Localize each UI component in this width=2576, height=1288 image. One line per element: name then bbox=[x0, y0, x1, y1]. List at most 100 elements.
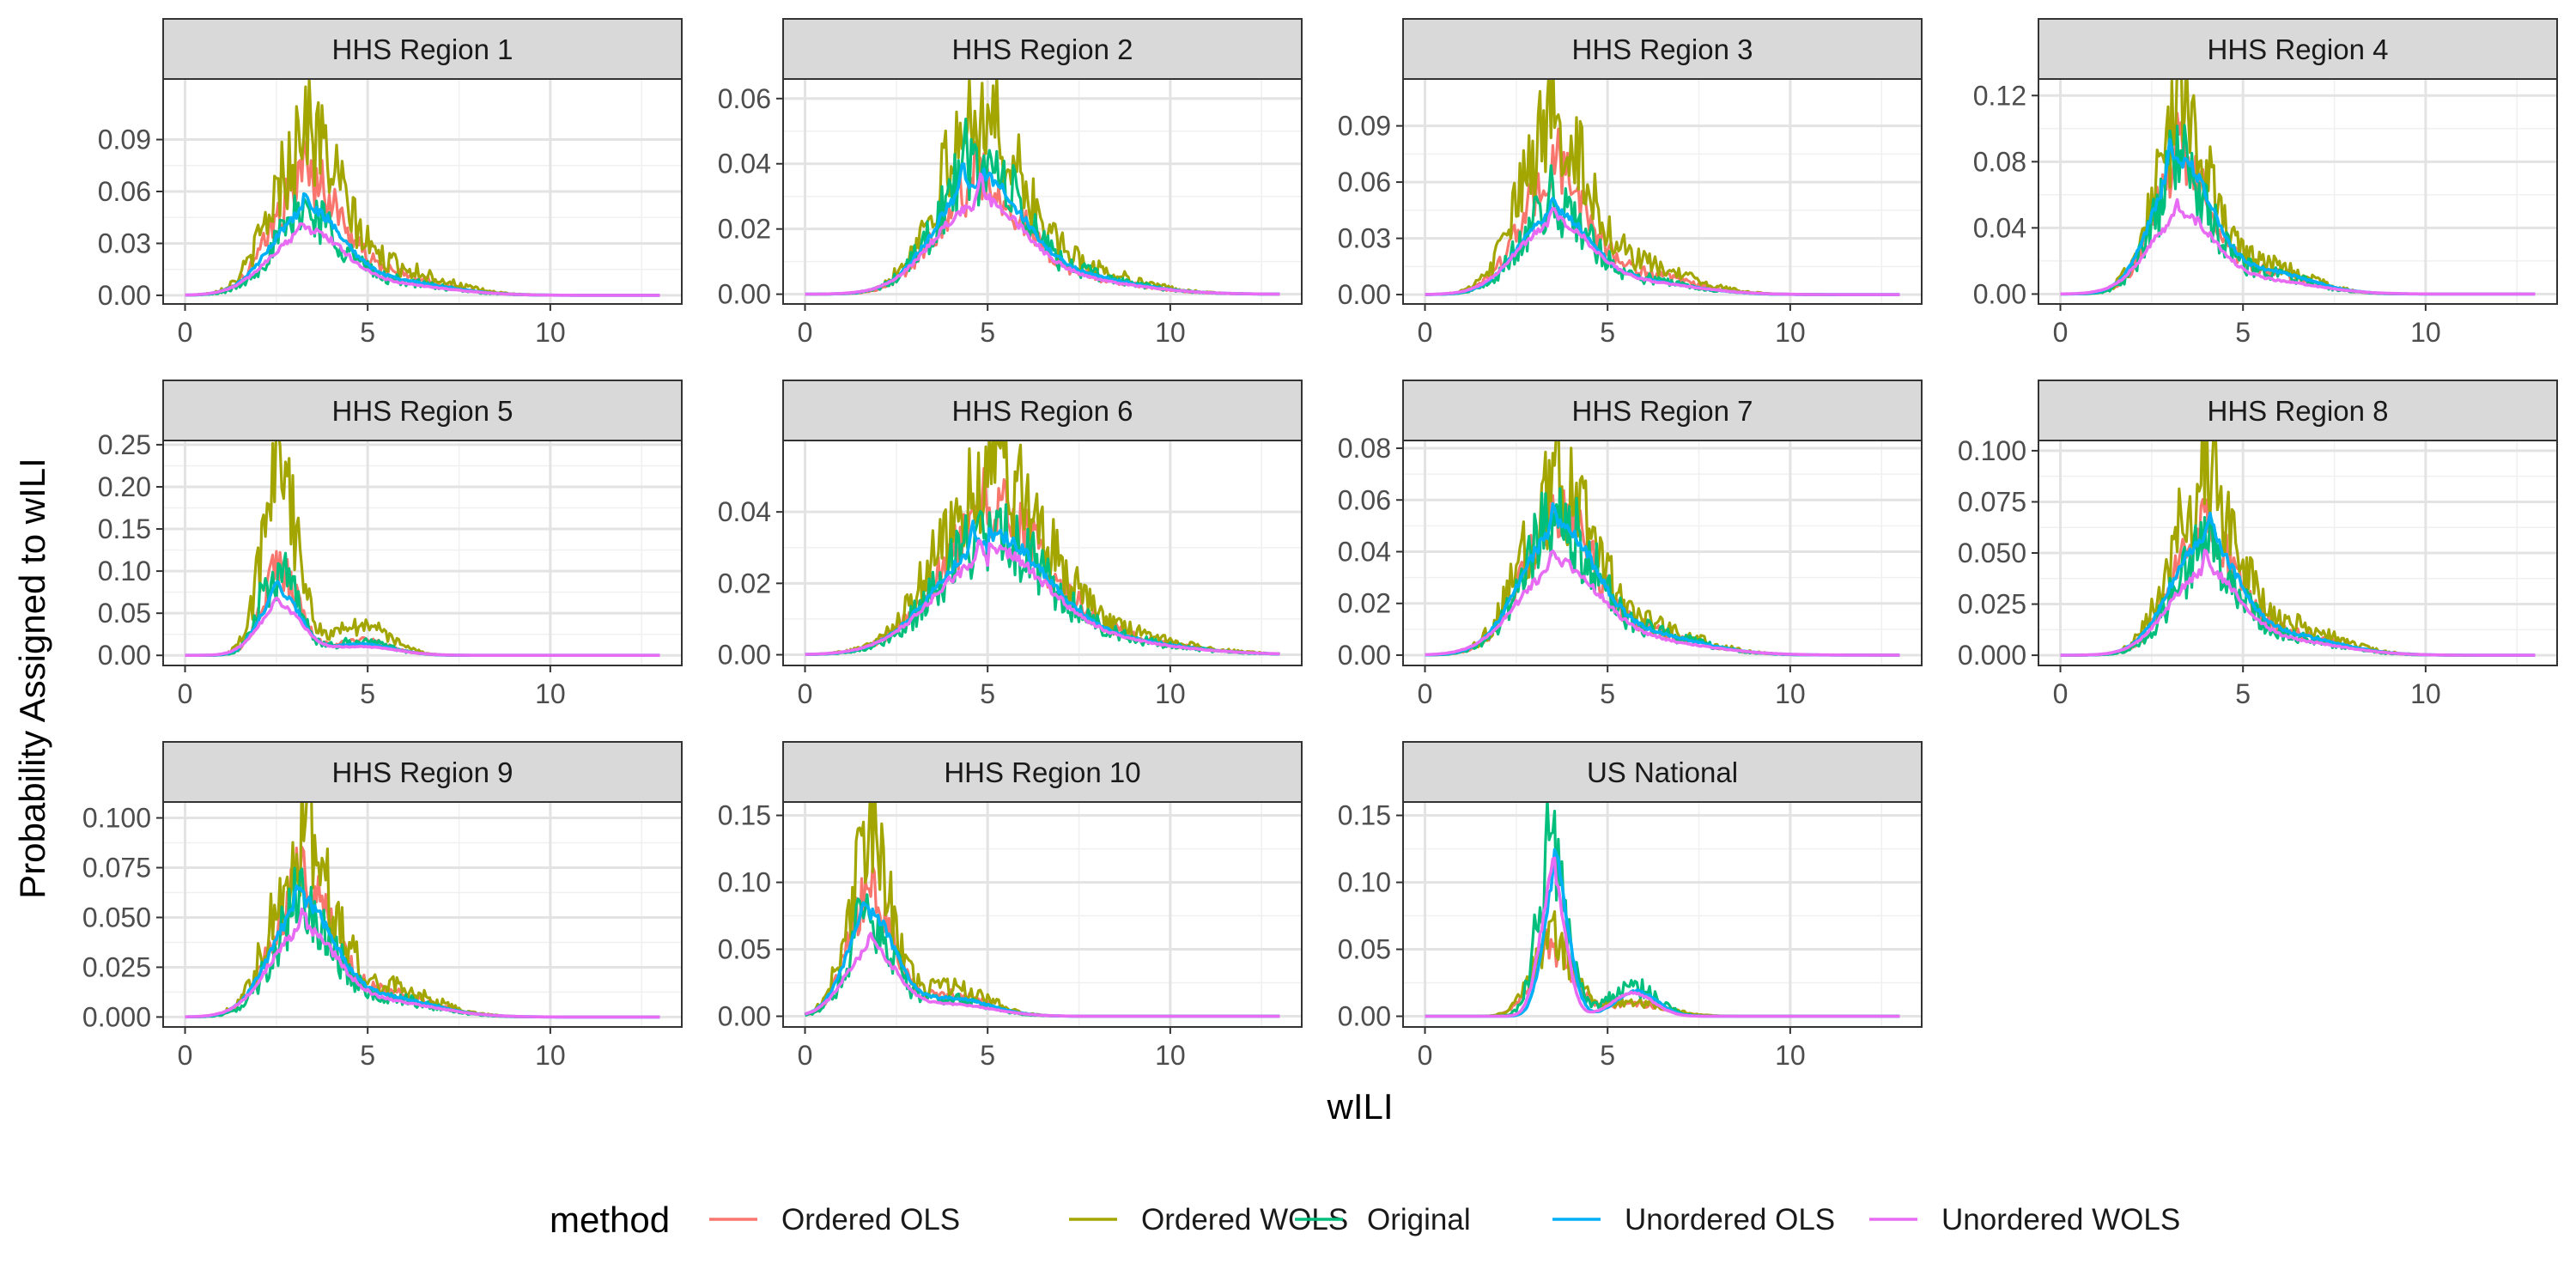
x-tick-label: 0 bbox=[798, 678, 813, 709]
x-tick-label: 5 bbox=[2235, 317, 2251, 348]
y-tick-label: 0.25 bbox=[98, 429, 151, 460]
series-lines bbox=[2060, 79, 2536, 296]
x-tick-label: 10 bbox=[1775, 1040, 1806, 1071]
facet-strip-title: HHS Region 1 bbox=[332, 33, 513, 65]
facet-strip-title: HHS Region 8 bbox=[2208, 395, 2389, 427]
y-tick-label: 0.05 bbox=[718, 934, 771, 965]
y-tick-label: 0.00 bbox=[718, 279, 771, 310]
x-tick-label: 10 bbox=[2410, 678, 2441, 709]
y-tick-label: 0.02 bbox=[718, 214, 771, 245]
x-tick-label: 0 bbox=[798, 317, 813, 348]
legend-item-unordered-wols: Unordered WOLS bbox=[1869, 1203, 2180, 1236]
panel-background bbox=[1403, 802, 1922, 1027]
panel-border bbox=[782, 440, 1303, 666]
facet-strip-title: HHS Region 2 bbox=[952, 33, 1133, 65]
facet-strip-title: HHS Region 6 bbox=[952, 395, 1133, 427]
y-tick-label: 0.025 bbox=[1958, 589, 2026, 620]
panel-background bbox=[2038, 79, 2557, 304]
series-lines bbox=[185, 440, 660, 657]
legend-label: Unordered WOLS bbox=[1941, 1203, 2180, 1236]
y-tick-label: 0.08 bbox=[1973, 146, 2026, 177]
y-tick-label: 0.09 bbox=[1338, 111, 1391, 142]
x-tick-label: 0 bbox=[2053, 317, 2069, 348]
y-tick-label: 0.12 bbox=[1973, 80, 2026, 111]
series-line-unordered-wols bbox=[805, 172, 1280, 296]
facet-strip-title: HHS Region 3 bbox=[1572, 33, 1753, 65]
x-tick-label: 10 bbox=[535, 1040, 566, 1071]
y-tick-label: 0.00 bbox=[718, 640, 771, 671]
y-tick-label: 0.000 bbox=[1958, 640, 2026, 671]
series-lines bbox=[1425, 802, 1900, 1018]
y-tick-label: 0.05 bbox=[1338, 934, 1391, 965]
legend-label: Original bbox=[1367, 1203, 1471, 1236]
y-tick-label: 0.03 bbox=[1338, 223, 1391, 254]
y-tick-label: 0.075 bbox=[82, 853, 151, 884]
series-line-unordered-wols bbox=[185, 596, 660, 657]
legend-item-ordered-ols: Ordered OLS bbox=[709, 1203, 960, 1236]
x-tick-label: 10 bbox=[1775, 317, 1806, 348]
y-tick-label: 0.10 bbox=[718, 867, 771, 898]
facet-strip-title: HHS Region 9 bbox=[332, 756, 513, 788]
panel-hhs-region-6: HHS Region 6 0.00 0.02 0.04 0 5 10 bbox=[718, 380, 1303, 709]
y-tick-label: 0.06 bbox=[1338, 167, 1391, 197]
series-lines bbox=[185, 79, 660, 297]
x-tick-label: 10 bbox=[1775, 678, 1806, 709]
y-tick-label: 0.00 bbox=[1973, 278, 2026, 309]
series-lines bbox=[185, 802, 660, 1019]
y-tick-label: 0.04 bbox=[1973, 212, 2026, 243]
y-tick-label: 0.02 bbox=[718, 568, 771, 598]
y-tick-label: 0.00 bbox=[98, 640, 151, 671]
y-tick-label: 0.06 bbox=[1338, 484, 1391, 515]
series-lines bbox=[804, 802, 1280, 1018]
series-line-unordered-wols bbox=[805, 932, 1280, 1018]
facet-strip-title: HHS Region 7 bbox=[1572, 395, 1753, 427]
legend-item-original: Original bbox=[1295, 1203, 1471, 1236]
y-tick-label: 0.05 bbox=[98, 598, 151, 629]
y-tick-label: 0.09 bbox=[98, 125, 151, 155]
y-tick-label: 0.10 bbox=[1338, 867, 1391, 898]
facet-strip-title: HHS Region 5 bbox=[332, 395, 513, 427]
y-tick-label: 0.050 bbox=[1958, 538, 2026, 568]
facet-strip bbox=[2038, 380, 2558, 441]
facet-strip bbox=[2038, 18, 2558, 80]
legend-item-unordered-ols: Unordered OLS bbox=[1552, 1203, 1835, 1236]
facet-strip-title: HHS Region 10 bbox=[944, 756, 1140, 788]
x-tick-label: 0 bbox=[178, 317, 193, 348]
panel-border bbox=[782, 801, 1303, 1028]
x-tick-label: 5 bbox=[360, 678, 375, 709]
facet-strip bbox=[782, 380, 1303, 441]
y-tick-label: 0.050 bbox=[82, 902, 151, 933]
panel-border bbox=[162, 801, 683, 1028]
panel-background bbox=[783, 79, 1302, 304]
y-tick-label: 0.100 bbox=[82, 803, 151, 834]
y-tick-label: 0.100 bbox=[1958, 435, 2026, 466]
series-lines bbox=[805, 79, 1280, 296]
series-lines bbox=[805, 440, 1280, 656]
facet-strip bbox=[782, 741, 1303, 803]
y-tick-label: 0.15 bbox=[98, 513, 151, 544]
panel-border bbox=[1402, 78, 1923, 305]
panel-hhs-region-9: HHS Region 9 0.000 0.025 0.050 0.075 0.100 0 5 1… bbox=[82, 741, 683, 1071]
y-tick-label: 0.15 bbox=[718, 800, 771, 831]
panel-hhs-region-8: HHS Region 8 0.000 0.025 0.050 0.075 0.100 0 5 1… bbox=[1958, 380, 2558, 709]
series-line-unordered-wols bbox=[1425, 856, 1900, 1018]
x-tick-label: 5 bbox=[980, 1040, 995, 1071]
x-tick-label: 0 bbox=[2053, 678, 2069, 709]
panel-hhs-region-4: HHS Region 4 0.00 0.04 0.08 0.12 0 5 10 bbox=[1973, 18, 2558, 348]
series-line-unordered-wols bbox=[805, 539, 1280, 656]
x-tick-label: 10 bbox=[535, 317, 566, 348]
x-tick-label: 0 bbox=[178, 678, 193, 709]
x-tick-label: 5 bbox=[1600, 678, 1615, 709]
panel-border bbox=[1402, 440, 1923, 666]
y-tick-label: 0.075 bbox=[1958, 486, 2026, 517]
x-tick-label: 0 bbox=[1418, 317, 1433, 348]
panel-us-national: US National 0.00 0.05 0.10 0.15 0 5 10 bbox=[1338, 741, 1923, 1071]
facet-strip bbox=[782, 18, 1303, 80]
x-tick-label: 5 bbox=[1600, 317, 1615, 348]
legend-label: Ordered OLS bbox=[781, 1203, 960, 1236]
x-tick-label: 10 bbox=[1155, 1040, 1186, 1071]
x-tick-label: 5 bbox=[2235, 678, 2251, 709]
panel-border bbox=[782, 78, 1303, 305]
y-tick-label: 0.04 bbox=[718, 149, 771, 179]
